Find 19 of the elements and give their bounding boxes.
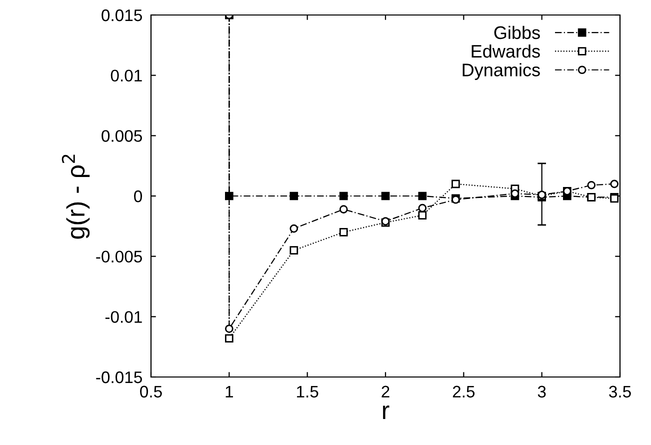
y-axis-title: g(r) - ρ$^{2}$: [62, 154, 90, 239]
y-tick-label: -0.015: [96, 371, 142, 384]
y-tick-label: 0.015: [102, 9, 142, 22]
x-tick-label: 3: [538, 386, 546, 398]
x-tick-label: 0.5: [140, 386, 162, 398]
legend-label: Gibbs: [494, 26, 540, 40]
x-tick-label: 3.5: [609, 386, 631, 398]
legend-label: Edwards: [472, 44, 540, 58]
y-tick-label: 0: [134, 190, 142, 202]
y-tick-label: 0.005: [102, 130, 142, 142]
legend-label: Dynamics: [462, 63, 540, 80]
y-tick-label: 0.01: [110, 70, 142, 82]
x-tick-label: 1: [226, 386, 233, 398]
y-tick-label: -0.01: [105, 311, 142, 323]
x-tick-label: 2.5: [452, 386, 475, 398]
y-tick-label: -0.005: [96, 250, 142, 263]
x-tick-label: 2: [382, 386, 390, 398]
x-tick-label: 1.5: [297, 386, 318, 398]
x-axis-title: r: [383, 406, 390, 419]
